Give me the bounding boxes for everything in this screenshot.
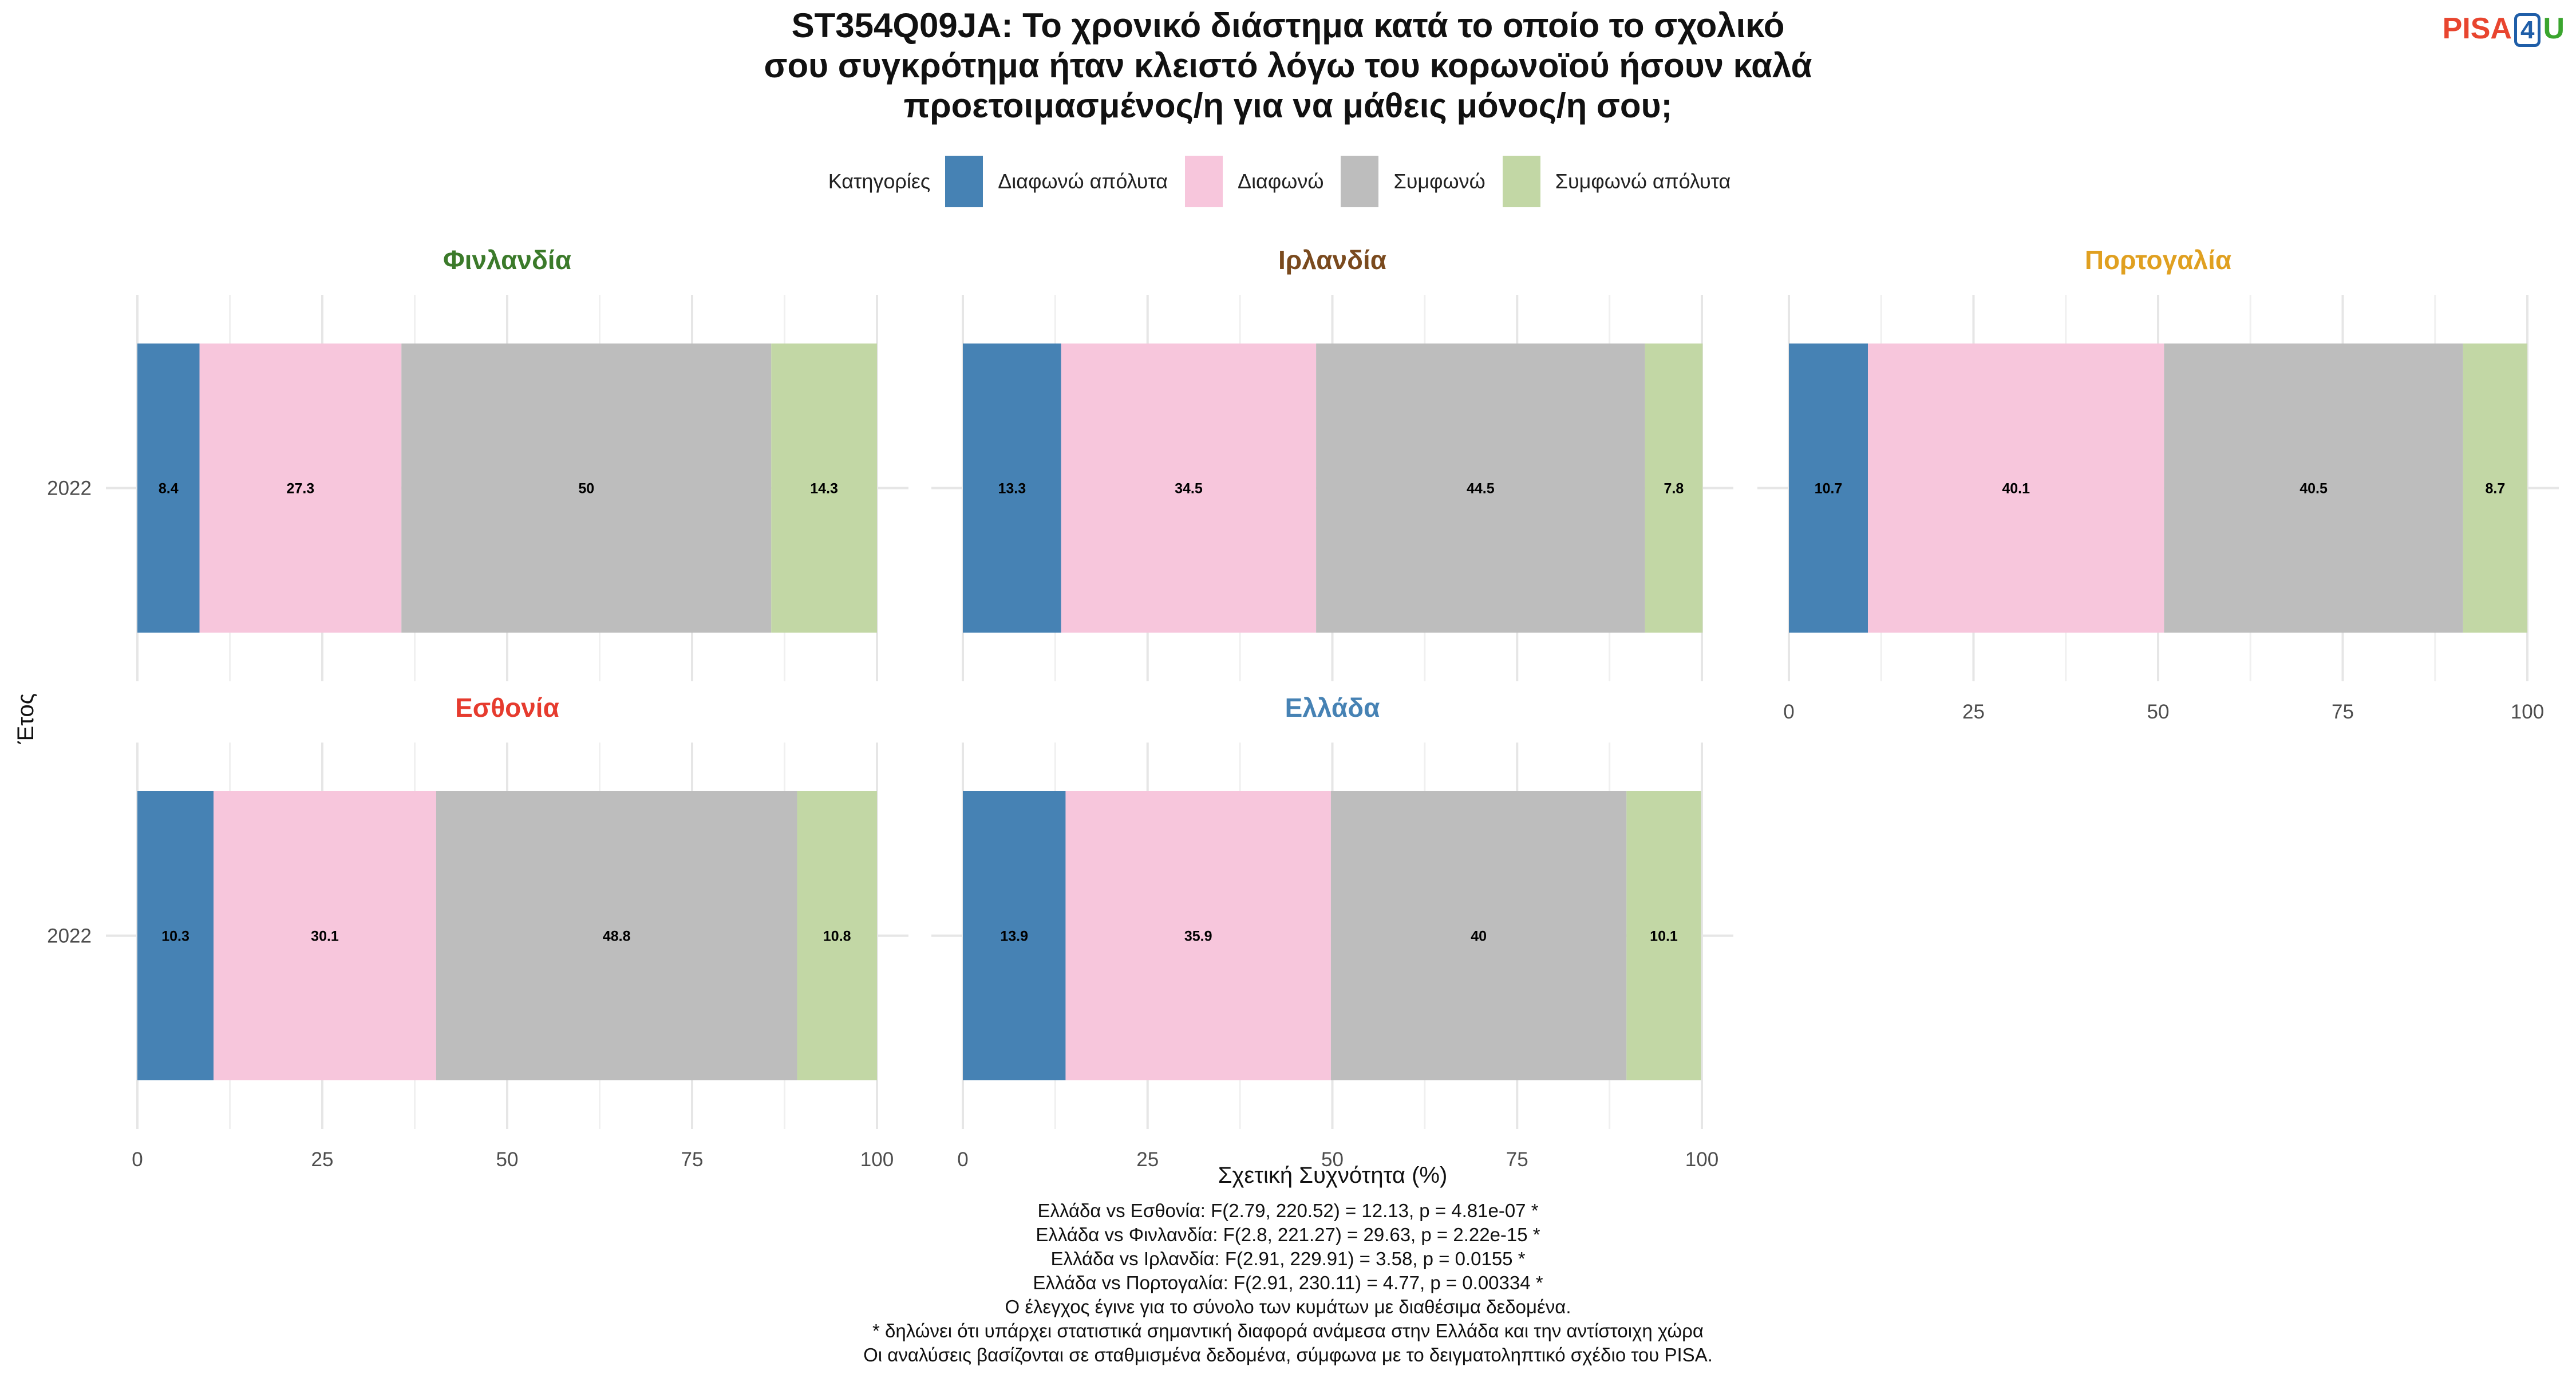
bar-segment xyxy=(1065,791,1331,1080)
bar-segment xyxy=(797,791,877,1080)
bar-segment xyxy=(1626,791,1701,1080)
chart-title: ST354Q09JA: Το χρονικό διάστημα κατά το … xyxy=(0,6,2576,126)
y-axis-title: Έτος xyxy=(13,693,38,744)
x-tick-label: 100 xyxy=(2511,701,2544,723)
bar-segment xyxy=(199,344,402,633)
data-label: 40.1 xyxy=(2002,481,2030,497)
facet-title: Ιρλανδία xyxy=(1278,245,1386,275)
legend: Κατηγορίες Διαφωνώ απόλυτα Διαφωνώ Συμφω… xyxy=(0,156,2576,207)
legend-swatch xyxy=(1185,156,1223,207)
bar-segment xyxy=(1330,791,1627,1080)
x-tick-label: 25 xyxy=(1962,701,1985,723)
legend-title: Κατηγορίες xyxy=(828,169,931,193)
pisa4u-logo: PISA 4 U xyxy=(2442,11,2565,47)
chart-title-line: ST354Q09JA: Το χρονικό διάστημα κατά το … xyxy=(791,6,1785,45)
data-label: 34.5 xyxy=(1175,481,1203,497)
data-label: 13.9 xyxy=(1000,929,1028,945)
footnote-line: Ο έλεγχος έγινε για το σύνολο των κυμάτω… xyxy=(1005,1296,1571,1317)
bar-segment xyxy=(1316,344,1645,633)
x-tick-label: 25 xyxy=(1136,1148,1159,1171)
legend-swatch xyxy=(945,156,983,207)
data-label: 10.8 xyxy=(823,929,851,945)
x-tick-label: 50 xyxy=(2147,701,2170,723)
bar-segment xyxy=(771,344,877,633)
legend-label: Συμφωνώ xyxy=(1393,169,1485,193)
x-tick-label: 75 xyxy=(1506,1148,1528,1171)
x-tick-label: 50 xyxy=(496,1148,519,1171)
bar-segment xyxy=(2463,344,2527,633)
data-label: 40.5 xyxy=(2300,481,2328,497)
data-label: 10.1 xyxy=(1650,929,1678,945)
bar-segment xyxy=(2164,344,2463,633)
data-label: 44.5 xyxy=(1467,481,1495,497)
logo-pisa-text: PISA xyxy=(2442,12,2512,45)
y-tick-label: 2022 xyxy=(47,477,92,500)
data-label: 48.8 xyxy=(603,929,631,945)
x-tick-label: 0 xyxy=(132,1148,143,1171)
bar-segment xyxy=(1868,344,2164,633)
x-tick-label: 0 xyxy=(957,1148,968,1171)
x-tick-label: 75 xyxy=(681,1148,704,1171)
bar-segment xyxy=(963,791,1066,1080)
logo-u-text: U xyxy=(2543,12,2565,45)
facet-title: Φινλανδία xyxy=(443,245,571,275)
bar-segment xyxy=(401,344,772,633)
footnotes: Ελλάδα vs Εσθονία: F(2.79, 220.52) = 12.… xyxy=(0,1199,2576,1367)
data-label: 40 xyxy=(1471,929,1487,945)
y-tick-label: 2022 xyxy=(47,925,92,947)
x-tick-label: 50 xyxy=(1321,1148,1344,1171)
footnote-line: Ελλάδα vs Εσθονία: F(2.79, 220.52) = 12.… xyxy=(1037,1200,1539,1221)
x-tick-label: 100 xyxy=(1685,1148,1718,1171)
data-label: 10.3 xyxy=(161,929,189,945)
legend-label: Διαφωνώ απόλυτα xyxy=(998,169,1168,193)
footnote-line: Ελλάδα vs Ιρλανδία: F(2.91, 229.91) = 3.… xyxy=(1050,1248,1526,1269)
footnote-line: * δηλώνει ότι υπάρχει στατιστικά σημαντι… xyxy=(872,1320,1704,1341)
bar-segment xyxy=(214,791,436,1080)
data-label: 10.7 xyxy=(1815,481,1843,497)
data-label: 27.3 xyxy=(287,481,315,497)
legend-swatch xyxy=(1341,156,1379,207)
data-label: 30.1 xyxy=(311,929,339,945)
x-tick-label: 25 xyxy=(311,1148,334,1171)
chart-title-line: προετοιμασμένος/η για να μάθεις μόνος/η … xyxy=(903,86,1673,125)
facet-title: Πορτογαλία xyxy=(2085,245,2231,275)
bar-segment xyxy=(1645,344,1703,633)
facet-title: Ελλάδα xyxy=(1285,693,1380,722)
data-label: 14.3 xyxy=(810,481,838,497)
x-tick-label: 75 xyxy=(2332,701,2354,723)
bar-segment xyxy=(436,791,797,1080)
data-label: 35.9 xyxy=(1184,929,1212,945)
bar-segment xyxy=(137,791,214,1080)
chart-title-line: σου συγκρότημα ήταν κλειστό λόγω του κορ… xyxy=(764,46,1812,85)
footnote-line: Ελλάδα vs Πορτογαλία: F(2.91, 230.11) = … xyxy=(1033,1272,1543,1293)
legend-label: Συμφωνώ απόλυτα xyxy=(1555,169,1731,193)
bar-segment xyxy=(137,344,200,633)
data-label: 50 xyxy=(578,481,594,497)
data-label: 8.4 xyxy=(159,481,179,497)
bar-segment xyxy=(1061,344,1317,633)
logo-four-text: 4 xyxy=(2514,13,2541,47)
facet-title: Εσθονία xyxy=(455,693,559,722)
x-tick-label: 100 xyxy=(860,1148,894,1171)
x-tick-label: 0 xyxy=(1783,701,1794,723)
bar-segment xyxy=(963,344,1061,633)
x-axis-title: Σχετική Συχνότητα (%) xyxy=(1218,1163,1448,1188)
data-label: 13.3 xyxy=(998,481,1026,497)
footnote-line: Ελλάδα vs Φινλανδία: F(2.8, 221.27) = 29… xyxy=(1036,1224,1540,1245)
legend-swatch xyxy=(1502,156,1540,207)
data-label: 8.7 xyxy=(2486,481,2506,497)
data-label: 7.8 xyxy=(1664,481,1684,497)
footnote-line: Οι αναλύσεις βασίζονται σε σταθμισμένα δ… xyxy=(863,1344,1713,1365)
bar-segment xyxy=(1789,344,1868,633)
legend-label: Διαφωνώ xyxy=(1238,169,1324,193)
